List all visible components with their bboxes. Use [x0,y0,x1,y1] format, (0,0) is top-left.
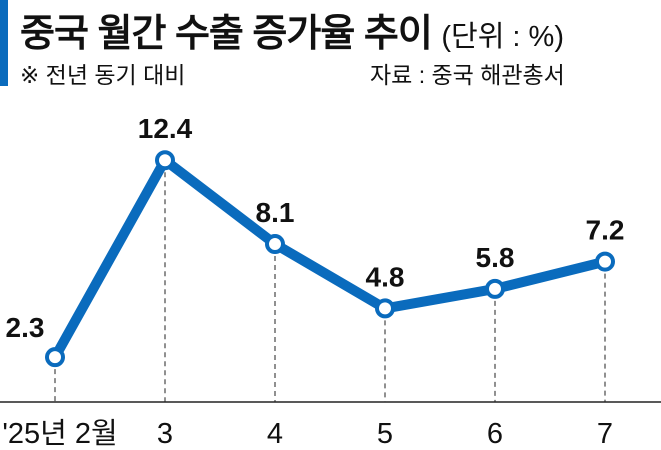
title-text: 중국 월간 수출 증가율 추이 [20,13,433,55]
unit-label: (단위 : %) [441,21,564,53]
x-tick-label: 7 [597,418,613,450]
data-point [45,347,65,368]
x-tick-label: 3 [157,418,173,450]
data-label: 12.4 [138,113,193,144]
x-tick-label: 6 [487,418,503,450]
chart-title: 중국 월간 수출 증가율 추이 (단위 : %) [20,2,564,57]
data-point [485,278,505,299]
note-text: ※ 전년 동기 대비 [20,62,186,88]
data-point [595,251,615,272]
data-point [375,298,395,319]
data-label: 7.2 [586,215,625,246]
data-point [265,234,285,255]
x-tick-label: '25년 2월 [2,417,117,450]
title-accent-bar [0,0,8,86]
data-label: 4.8 [366,261,405,292]
source-text: 자료 : 중국 해관총서 [370,62,565,88]
data-label: 5.8 [476,242,515,273]
x-tick-label: 4 [267,418,283,450]
data-label: 8.1 [256,197,295,228]
data-point [155,150,175,171]
x-tick-label: 5 [377,418,393,450]
data-label: 2.3 [6,312,45,343]
series-line [50,155,610,363]
